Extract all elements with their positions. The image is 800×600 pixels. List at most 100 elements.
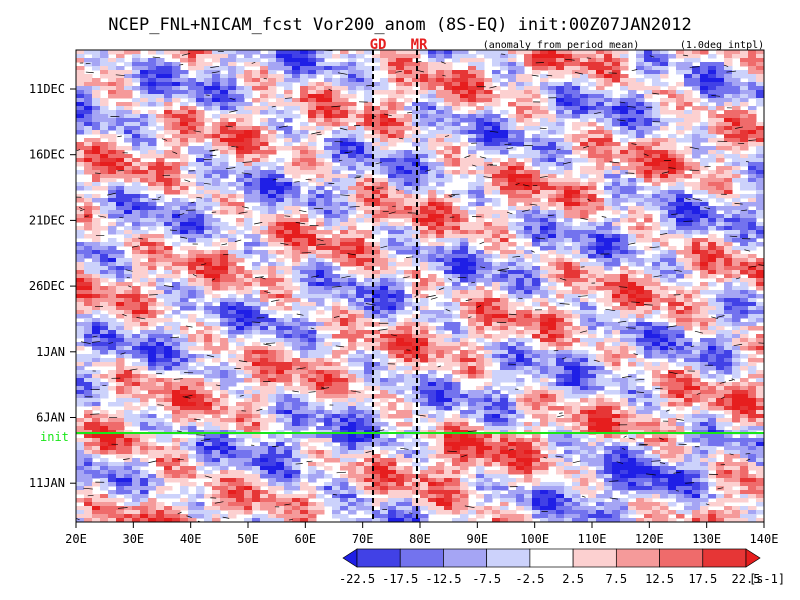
anomaly-cell: [124, 242, 133, 247]
anomaly-cell: [276, 166, 285, 171]
anomaly-cell: [636, 214, 645, 219]
anomaly-cell: [732, 230, 741, 235]
anomaly-cell: [692, 242, 701, 247]
anomaly-cell: [236, 122, 245, 127]
anomaly-cell: [388, 230, 397, 235]
anomaly-cell: [420, 178, 429, 183]
anomaly-cell: [108, 118, 117, 123]
anomaly-cell: [324, 270, 333, 275]
anomaly-cell: [444, 110, 453, 115]
anomaly-cell: [220, 78, 229, 83]
anomaly-cell: [548, 258, 557, 263]
anomaly-cell: [396, 202, 405, 207]
anomaly-cell: [548, 246, 557, 251]
anomaly-cell: [716, 62, 725, 67]
anomaly-cell: [572, 182, 581, 187]
anomaly-cell: [404, 86, 413, 91]
anomaly-cell: [580, 254, 589, 259]
anomaly-cell: [84, 98, 93, 103]
anomaly-cell: [212, 262, 221, 267]
anomaly-cell: [548, 238, 557, 243]
anomaly-cell: [172, 266, 181, 271]
anomaly-cell: [476, 114, 485, 119]
anomaly-cell: [604, 226, 613, 231]
anomaly-cell: [164, 254, 173, 259]
anomaly-cell: [260, 110, 269, 115]
anomaly-cell: [340, 154, 349, 159]
anomaly-cell: [380, 306, 389, 311]
anomaly-cell: [180, 210, 189, 215]
anomaly-cell: [140, 306, 149, 311]
anomaly-cell: [420, 294, 429, 299]
anomaly-cell: [540, 118, 549, 123]
anomaly-cell: [580, 250, 589, 255]
anomaly-cell: [428, 118, 437, 123]
anomaly-cell: [468, 86, 477, 91]
anomaly-cell: [604, 254, 613, 259]
anomaly-cell: [252, 242, 261, 247]
anomaly-cell: [348, 218, 357, 223]
anomaly-cell: [660, 122, 669, 127]
anomaly-cell: [652, 134, 661, 139]
anomaly-cell: [588, 318, 597, 323]
anomaly-cell: [172, 294, 181, 299]
anomaly-cell: [700, 262, 709, 267]
anomaly-cell: [612, 98, 621, 103]
anomaly-cell: [268, 178, 277, 183]
anomaly-cell: [100, 102, 109, 107]
anomaly-cell: [228, 142, 237, 147]
anomaly-cell: [540, 174, 549, 179]
anomaly-cell: [716, 154, 725, 159]
anomaly-cell: [268, 166, 277, 171]
anomaly-cell: [700, 190, 709, 195]
anomaly-cell: [324, 278, 333, 283]
anomaly-cell: [340, 150, 349, 155]
anomaly-cell: [676, 270, 685, 275]
anomaly-cell: [348, 226, 357, 231]
anomaly-cell: [132, 210, 141, 215]
anomaly-cell: [508, 262, 517, 267]
anomaly-cell: [228, 62, 237, 67]
anomaly-cell: [324, 62, 333, 67]
anomaly-cell: [460, 234, 469, 239]
anomaly-cell: [500, 250, 509, 255]
anomaly-cell: [740, 206, 749, 211]
anomaly-cell: [396, 238, 405, 243]
anomaly-cell: [476, 146, 485, 151]
anomaly-cell: [260, 294, 269, 299]
anomaly-cell: [316, 162, 325, 167]
anomaly-cell: [148, 170, 157, 175]
anomaly-cell: [204, 214, 213, 219]
anomaly-cell: [188, 174, 197, 179]
anomaly-cell: [468, 158, 477, 163]
anomaly-cell: [564, 162, 573, 167]
anomaly-cell: [324, 162, 333, 167]
anomaly-cell: [500, 278, 509, 283]
anomaly-cell: [532, 206, 541, 211]
anomaly-cell: [460, 126, 469, 131]
anomaly-cell: [468, 250, 477, 255]
anomaly-cell: [244, 190, 253, 195]
anomaly-cell: [244, 282, 253, 287]
anomaly-cell: [388, 286, 397, 291]
anomaly-cell: [212, 74, 221, 79]
anomaly-cell: [412, 214, 421, 219]
anomaly-cell: [92, 54, 101, 59]
anomaly-cell: [340, 118, 349, 123]
anomaly-cell: [140, 150, 149, 155]
anomaly-cell: [492, 310, 501, 315]
anomaly-cell: [476, 98, 485, 103]
anomaly-cell: [108, 318, 117, 323]
anomaly-cell: [468, 210, 477, 215]
anomaly-cell: [604, 218, 613, 223]
anomaly-cell: [724, 274, 733, 279]
anomaly-cell: [756, 162, 764, 167]
anomaly-cell: [604, 154, 613, 159]
anomaly-cell: [444, 74, 453, 79]
anomaly-cell: [500, 266, 509, 271]
anomaly-cell: [524, 226, 533, 231]
anomaly-cell: [284, 106, 293, 111]
anomaly-cell: [124, 134, 133, 139]
anomaly-cell: [204, 126, 213, 131]
anomaly-cell: [428, 106, 437, 111]
